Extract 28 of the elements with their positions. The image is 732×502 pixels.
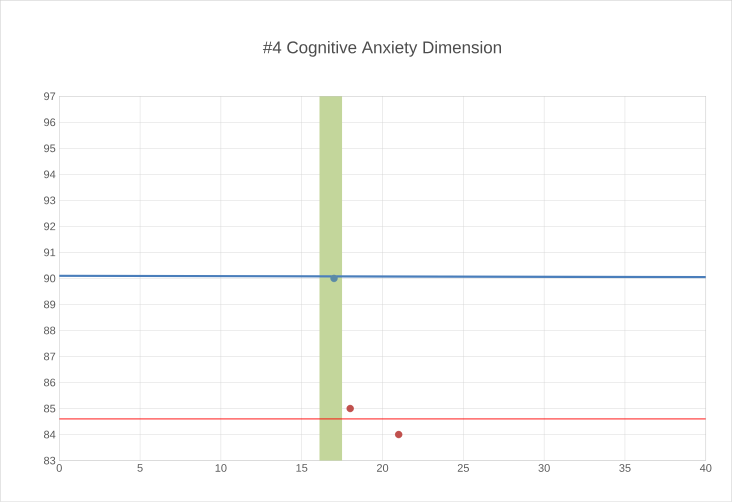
x-tick-label: 35 [619, 464, 631, 472]
point [330, 274, 338, 282]
y-tick-label: 87 [44, 352, 56, 360]
point [394, 430, 402, 438]
x-tick-label: 5 [137, 464, 143, 472]
y-tick-label: 85 [44, 404, 56, 412]
y-tick-label: 95 [44, 144, 56, 152]
y-tick-label: 89 [44, 300, 56, 308]
y-tick-label: 90 [44, 274, 56, 282]
y-tick-label: 93 [44, 196, 56, 204]
y-tick-label: 84 [44, 430, 56, 439]
y-tick-label: 83 [44, 456, 56, 465]
y-tick-label: 92 [44, 222, 56, 230]
x-tick-label: 10 [216, 464, 227, 472]
chart-title: #4 Cognitive Anxiety Dimension [262, 41, 502, 57]
y-tick-label: 88 [44, 326, 56, 334]
y-tick-label: 94 [44, 170, 56, 178]
x-tick-label: 40 [700, 464, 712, 472]
x-tick-label: 15 [296, 464, 308, 472]
x-tick-label: 0 [56, 464, 62, 472]
y-tick-label: 96 [44, 118, 56, 126]
y-tick-label: 91 [44, 248, 56, 256]
y-tick-label: 97 [44, 92, 56, 100]
x-tick-label: 25 [458, 464, 469, 472]
y-tick-label: 86 [44, 378, 56, 386]
point [346, 404, 354, 412]
x-tick-label: 30 [538, 464, 550, 472]
x-tick-label: 20 [376, 464, 388, 472]
